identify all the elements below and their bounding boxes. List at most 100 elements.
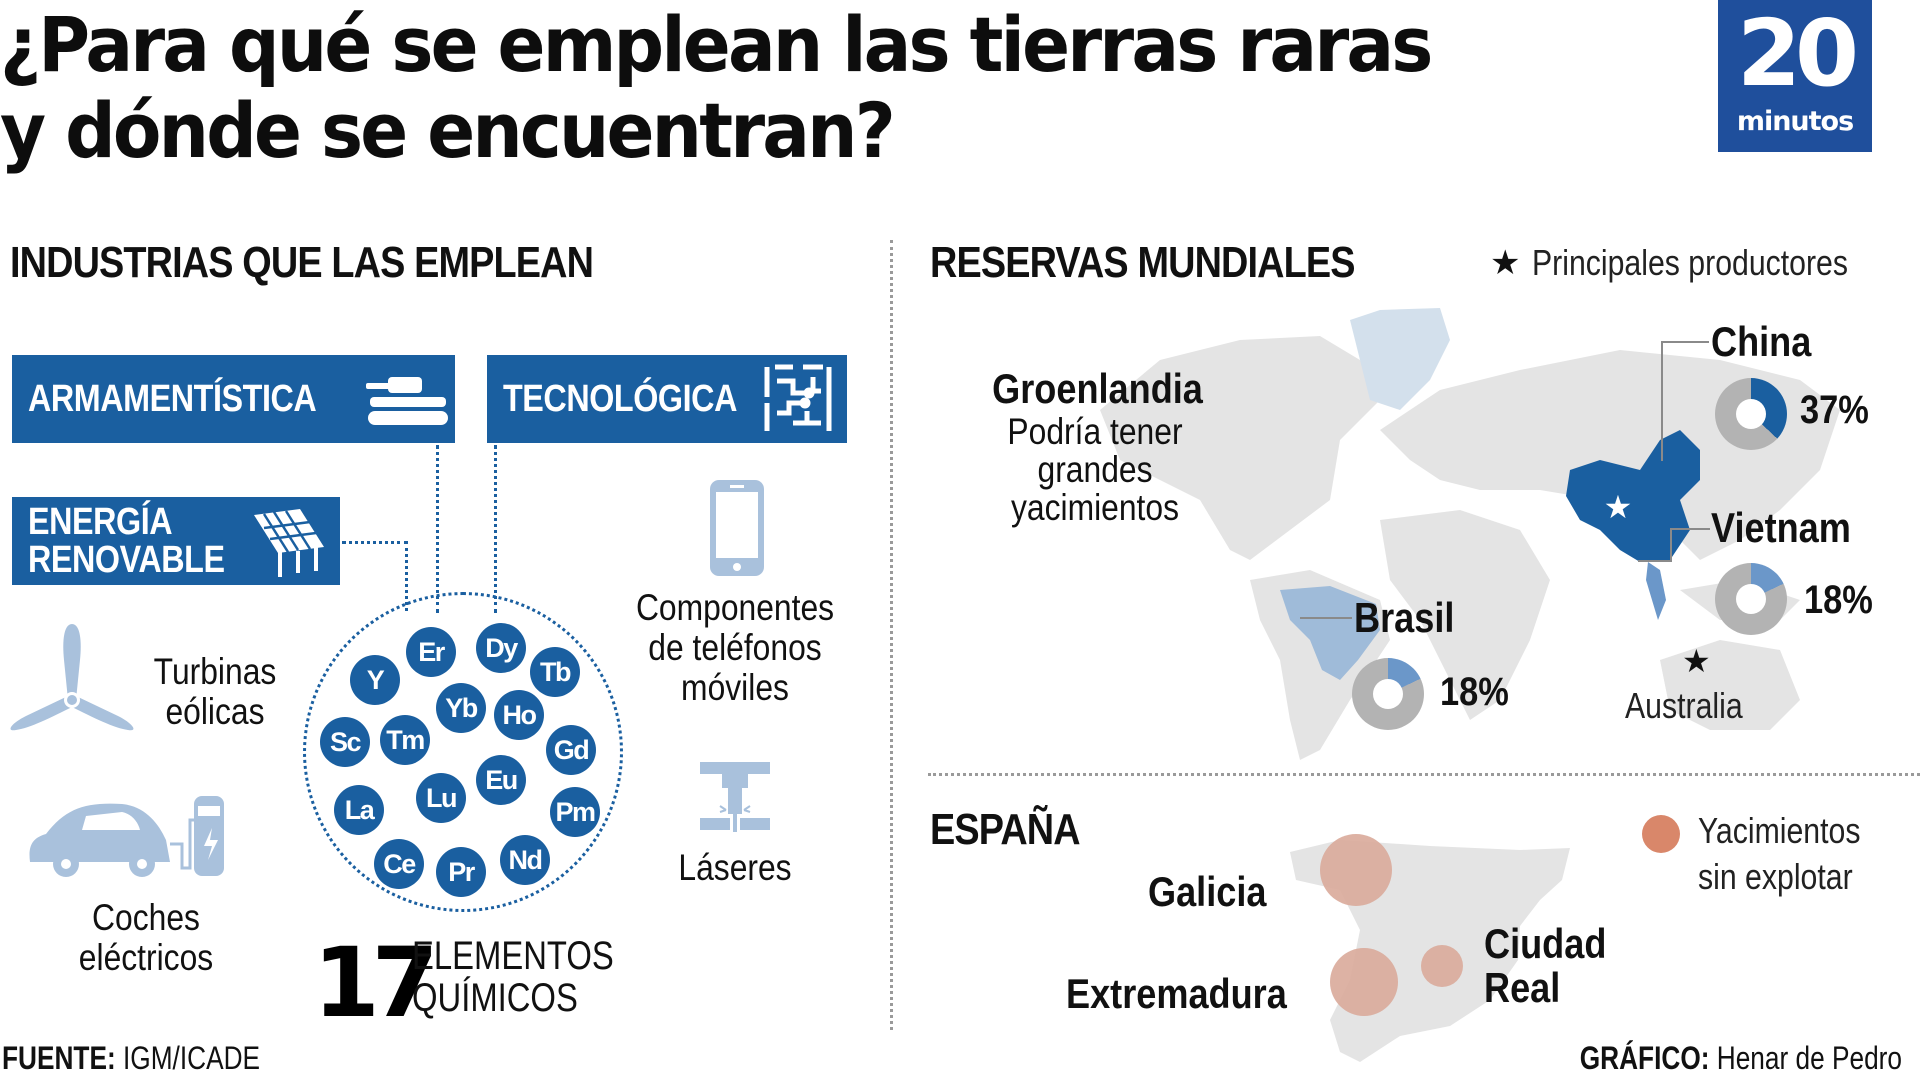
element-badge: Y bbox=[350, 655, 400, 705]
section-divider bbox=[890, 240, 893, 1030]
element-badge: La bbox=[334, 785, 384, 835]
greenland-label: Groenlandia bbox=[992, 365, 1203, 412]
element-badge: Tm bbox=[380, 715, 430, 765]
logo-number: 20 bbox=[1736, 0, 1859, 107]
industry-label: TECNOLÓGICA bbox=[503, 378, 737, 420]
caption-line: eléctricos bbox=[78, 937, 214, 978]
industry-box-tecnologica: TECNOLÓGICA bbox=[487, 355, 847, 443]
credit-label: GRÁFICO: bbox=[1579, 1040, 1710, 1076]
svg-text:★: ★ bbox=[1604, 488, 1633, 526]
caption-line: móviles bbox=[681, 667, 789, 708]
leader-line bbox=[1300, 617, 1352, 619]
spain-map bbox=[1290, 834, 1570, 1062]
laser-icon bbox=[700, 762, 770, 838]
circuit-icon bbox=[763, 363, 833, 439]
element-badge: Pr bbox=[436, 847, 486, 897]
logo-word: minutos bbox=[1736, 106, 1854, 137]
source-value: IGM/ICADE bbox=[122, 1040, 261, 1076]
source-credit: FUENTE: IGM/ICADE bbox=[2, 1040, 260, 1077]
caption-line: Turbinas bbox=[153, 651, 277, 692]
china-percent: 37% bbox=[1800, 388, 1869, 432]
extremadura-label: Extremadura bbox=[1066, 970, 1287, 1017]
caption-line: eólicas bbox=[165, 691, 265, 732]
leader-line bbox=[1661, 341, 1663, 461]
ciudad-real-line: Real bbox=[1484, 964, 1561, 1011]
greenland-note-line: yacimientos bbox=[1010, 487, 1179, 528]
legend-label: Principales productores bbox=[1532, 242, 1849, 283]
ciudad-real-label: Ciudad Real bbox=[1484, 922, 1606, 1010]
element-badge: Tb bbox=[530, 647, 580, 697]
element-badge: Gd bbox=[546, 725, 596, 775]
ciudad-real-line: Ciudad bbox=[1484, 920, 1607, 967]
rare-earth-elements-cloud: Y Er Dy Tb Yb Ho Sc Tm Gd Eu La Lu Pm Ce… bbox=[303, 592, 623, 912]
20minutos-logo: 20 minutos bbox=[1718, 0, 1872, 152]
vietnam-donut bbox=[1715, 563, 1787, 635]
industry-label: ARMAMENTÍSTICA bbox=[28, 378, 317, 420]
element-badge: Sc bbox=[320, 717, 370, 767]
china-label: China bbox=[1711, 318, 1812, 365]
star-icon: ★ bbox=[1682, 642, 1711, 680]
element-badge: Nd bbox=[500, 835, 550, 885]
industry-label-line1: ENERGÍA bbox=[28, 501, 173, 543]
spain-heading: ESPAÑA bbox=[930, 805, 1081, 854]
element-badge: Er bbox=[406, 627, 456, 677]
industry-label: ENERGÍA RENOVABLE bbox=[28, 503, 225, 579]
industry-label-line2: RENOVABLE bbox=[28, 539, 225, 581]
world-heading: RESERVAS MUNDIALES bbox=[930, 238, 1356, 287]
legend-line: Yacimientos bbox=[1698, 810, 1861, 851]
source-label: FUENTE: bbox=[2, 1040, 116, 1076]
producers-legend: ★ Principales productores bbox=[1490, 240, 1909, 286]
brasil-label: Brasil bbox=[1354, 594, 1455, 641]
caption-line: Coches bbox=[92, 897, 200, 938]
connector-line bbox=[342, 541, 408, 544]
smartphone-icon bbox=[710, 480, 764, 580]
tank-icon bbox=[364, 373, 450, 433]
greenland-annotation: Groenlandia Podría tener grandes yacimie… bbox=[975, 365, 1215, 527]
elements-label: ELEMENTOS QUÍMICOS bbox=[412, 935, 614, 1019]
australia-label: Australia bbox=[1625, 685, 1743, 726]
use-caption-laseres: Láseres bbox=[653, 848, 816, 888]
deposit-legend-swatch bbox=[1642, 815, 1680, 853]
industries-heading: INDUSTRIAS QUE LAS EMPLEAN bbox=[10, 238, 594, 287]
elements-label-line2: QUÍMICOS bbox=[412, 976, 578, 1020]
connector-line bbox=[436, 445, 439, 613]
title-line-1: ¿Para qué se emplean las tierras raras bbox=[0, 0, 1433, 89]
solar-panel-icon bbox=[244, 507, 326, 583]
industry-box-energia-renovable: ENERGÍA RENOVABLE bbox=[12, 497, 340, 585]
industry-box-armamentistica: ARMAMENTÍSTICA bbox=[12, 355, 455, 443]
section-divider bbox=[928, 773, 1920, 776]
wind-turbine-icon bbox=[6, 620, 138, 736]
leader-line bbox=[1661, 341, 1709, 343]
element-badge: Yb bbox=[436, 683, 486, 733]
legend-line: sin explotar bbox=[1698, 856, 1853, 897]
title-line-2: y dónde se encuentran? bbox=[0, 86, 896, 175]
credit-value: Henar de Pedro bbox=[1716, 1040, 1902, 1076]
elements-label-line1: ELEMENTOS bbox=[412, 934, 614, 978]
element-badge: Ce bbox=[374, 839, 424, 889]
caption-line: de teléfonos bbox=[648, 627, 822, 668]
brasil-donut bbox=[1352, 658, 1424, 730]
greenland-note: Podría tener grandes yacimientos bbox=[992, 413, 1198, 527]
star-icon: ★ bbox=[1490, 243, 1521, 283]
brasil-percent: 18% bbox=[1440, 670, 1509, 714]
page-title: ¿Para qué se emplean las tierras raras y… bbox=[0, 0, 1433, 175]
element-badge: Pm bbox=[550, 787, 600, 837]
use-caption-turbinas: Turbinas eólicas bbox=[144, 652, 287, 732]
leader-line bbox=[1670, 528, 1710, 530]
element-badge: Ho bbox=[494, 690, 544, 740]
greenland-note-line: Podría tener bbox=[1007, 411, 1183, 452]
caption-line: Láseres bbox=[678, 847, 792, 888]
element-badge: Lu bbox=[416, 773, 466, 823]
vietnam-label: Vietnam bbox=[1711, 504, 1851, 551]
deposit-legend-label: Yacimientos sin explotar bbox=[1698, 808, 1860, 900]
greenland-note-line: grandes bbox=[1037, 449, 1153, 490]
vietnam-percent: 18% bbox=[1804, 578, 1873, 622]
graphic-credit: GRÁFICO: Henar de Pedro bbox=[1580, 1040, 1902, 1077]
galicia-label: Galicia bbox=[1148, 868, 1267, 915]
china-donut bbox=[1715, 378, 1787, 450]
connector-line bbox=[494, 445, 497, 613]
leader-line bbox=[1638, 560, 1672, 562]
element-badge: Dy bbox=[476, 623, 526, 673]
connector-line bbox=[405, 541, 408, 611]
electric-car-icon bbox=[26, 796, 226, 884]
